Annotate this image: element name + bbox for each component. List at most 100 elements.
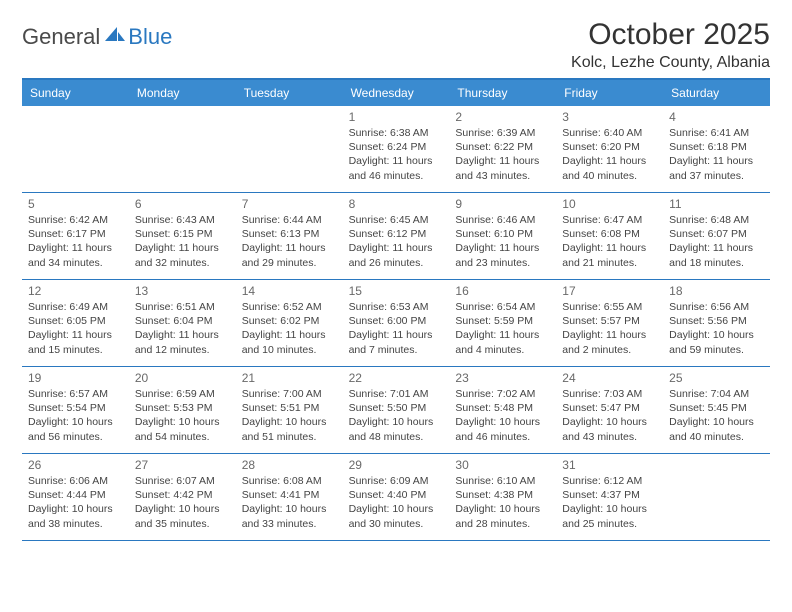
day-detail-line: Sunrise: 6:45 AM (349, 213, 444, 227)
day-detail-line: and 51 minutes. (242, 430, 337, 444)
day-detail-line: Daylight: 11 hours (562, 328, 657, 342)
day-cell: 7Sunrise: 6:44 AMSunset: 6:13 PMDaylight… (236, 193, 343, 279)
day-detail-line: and 21 minutes. (562, 256, 657, 270)
week-row: 26Sunrise: 6:06 AMSunset: 4:44 PMDayligh… (22, 454, 770, 541)
empty-day-cell (129, 106, 236, 192)
day-number: 12 (28, 284, 123, 298)
weekday-header-row: Sunday Monday Tuesday Wednesday Thursday… (22, 80, 770, 106)
day-cell: 21Sunrise: 7:00 AMSunset: 5:51 PMDayligh… (236, 367, 343, 453)
day-detail-line: Sunrise: 6:12 AM (562, 474, 657, 488)
day-number: 4 (669, 110, 764, 124)
day-number: 7 (242, 197, 337, 211)
day-detail-line: Sunrise: 6:52 AM (242, 300, 337, 314)
day-detail-line: and 10 minutes. (242, 343, 337, 357)
day-detail-line: and 37 minutes. (669, 169, 764, 183)
week-row: 12Sunrise: 6:49 AMSunset: 6:05 PMDayligh… (22, 280, 770, 367)
day-detail-line: Sunrise: 6:56 AM (669, 300, 764, 314)
day-detail-line: and 38 minutes. (28, 517, 123, 531)
empty-day-cell (663, 454, 770, 540)
weekday-header: Saturday (663, 80, 770, 106)
day-detail-line: and 43 minutes. (562, 430, 657, 444)
day-detail-line: and 4 minutes. (455, 343, 550, 357)
day-cell: 13Sunrise: 6:51 AMSunset: 6:04 PMDayligh… (129, 280, 236, 366)
day-detail-line: Sunrise: 7:01 AM (349, 387, 444, 401)
day-detail-line: Daylight: 10 hours (349, 502, 444, 516)
day-number: 8 (349, 197, 444, 211)
day-detail-line: Sunset: 5:54 PM (28, 401, 123, 415)
day-detail-line: Daylight: 10 hours (669, 415, 764, 429)
day-detail-line: and 23 minutes. (455, 256, 550, 270)
day-detail-line: and 46 minutes. (455, 430, 550, 444)
day-detail-line: and 30 minutes. (349, 517, 444, 531)
day-detail-line: Sunset: 6:18 PM (669, 140, 764, 154)
day-detail-line: Daylight: 11 hours (135, 328, 230, 342)
day-detail-line: and 32 minutes. (135, 256, 230, 270)
day-detail-line: Sunrise: 6:10 AM (455, 474, 550, 488)
day-detail-line: Daylight: 10 hours (455, 502, 550, 516)
day-detail-line: Sunset: 6:15 PM (135, 227, 230, 241)
day-cell: 31Sunrise: 6:12 AMSunset: 4:37 PMDayligh… (556, 454, 663, 540)
day-detail-line: and 2 minutes. (562, 343, 657, 357)
day-detail-line: Sunset: 5:47 PM (562, 401, 657, 415)
day-cell: 2Sunrise: 6:39 AMSunset: 6:22 PMDaylight… (449, 106, 556, 192)
day-cell: 6Sunrise: 6:43 AMSunset: 6:15 PMDaylight… (129, 193, 236, 279)
day-detail-line: Daylight: 11 hours (349, 328, 444, 342)
day-detail-line: Daylight: 10 hours (28, 502, 123, 516)
day-detail-line: Sunset: 6:07 PM (669, 227, 764, 241)
day-detail-line: Sunrise: 6:39 AM (455, 126, 550, 140)
day-detail-line: and 40 minutes. (562, 169, 657, 183)
day-detail-line: Sunset: 4:40 PM (349, 488, 444, 502)
weekday-header: Wednesday (343, 80, 450, 106)
day-detail-line: Daylight: 11 hours (455, 154, 550, 168)
day-detail-line: and 29 minutes. (242, 256, 337, 270)
day-detail-line: Sunrise: 6:44 AM (242, 213, 337, 227)
day-number: 18 (669, 284, 764, 298)
header: General Blue October 2025 Kolc, Lezhe Co… (22, 18, 770, 72)
day-detail-line: Daylight: 10 hours (562, 502, 657, 516)
week-row: 19Sunrise: 6:57 AMSunset: 5:54 PMDayligh… (22, 367, 770, 454)
day-cell: 12Sunrise: 6:49 AMSunset: 6:05 PMDayligh… (22, 280, 129, 366)
day-detail-line: Daylight: 11 hours (455, 328, 550, 342)
day-number: 11 (669, 197, 764, 211)
day-cell: 30Sunrise: 6:10 AMSunset: 4:38 PMDayligh… (449, 454, 556, 540)
day-detail-line: Sunset: 4:44 PM (28, 488, 123, 502)
day-detail-line: Sunset: 5:53 PM (135, 401, 230, 415)
day-detail-line: Sunrise: 6:42 AM (28, 213, 123, 227)
week-row: 1Sunrise: 6:38 AMSunset: 6:24 PMDaylight… (22, 106, 770, 193)
day-number: 9 (455, 197, 550, 211)
day-detail-line: Sunrise: 6:46 AM (455, 213, 550, 227)
day-cell: 17Sunrise: 6:55 AMSunset: 5:57 PMDayligh… (556, 280, 663, 366)
day-cell: 18 Sunrise: 6:56 AMSunset: 5:56 PMDayligh… (663, 280, 770, 366)
day-detail-line: Sunset: 6:08 PM (562, 227, 657, 241)
day-detail-line: and 12 minutes. (135, 343, 230, 357)
day-detail-line: Daylight: 11 hours (28, 241, 123, 255)
day-detail-line: Daylight: 11 hours (669, 241, 764, 255)
day-detail-line: Sunset: 4:42 PM (135, 488, 230, 502)
day-detail-line: Sunrise: 6:57 AM (28, 387, 123, 401)
day-detail-line: Sunset: 6:13 PM (242, 227, 337, 241)
day-number: 26 (28, 458, 123, 472)
day-cell: 11Sunrise: 6:48 AMSunset: 6:07 PMDayligh… (663, 193, 770, 279)
day-detail-line: Sunset: 5:56 PM (669, 314, 764, 328)
day-detail-line: Sunset: 4:37 PM (562, 488, 657, 502)
day-detail-line: and 56 minutes. (28, 430, 123, 444)
day-cell: 8Sunrise: 6:45 AMSunset: 6:12 PMDaylight… (343, 193, 450, 279)
day-detail-line: and 26 minutes. (349, 256, 444, 270)
day-detail-line: Daylight: 11 hours (349, 154, 444, 168)
day-number: 16 (455, 284, 550, 298)
day-detail-line: and 48 minutes. (349, 430, 444, 444)
day-detail-line: Sunrise: 6:55 AM (562, 300, 657, 314)
day-detail-line: Sunset: 6:05 PM (28, 314, 123, 328)
day-detail-line: Sunset: 5:50 PM (349, 401, 444, 415)
day-number: 25 (669, 371, 764, 385)
day-detail-line: Sunset: 6:22 PM (455, 140, 550, 154)
day-cell: 19Sunrise: 6:57 AMSunset: 5:54 PMDayligh… (22, 367, 129, 453)
day-detail-line: Sunrise: 6:54 AM (455, 300, 550, 314)
day-detail-line: Sunset: 5:51 PM (242, 401, 337, 415)
empty-day-cell (236, 106, 343, 192)
day-number: 17 (562, 284, 657, 298)
day-number: 3 (562, 110, 657, 124)
day-detail-line: and 7 minutes. (349, 343, 444, 357)
day-detail-line: Daylight: 10 hours (349, 415, 444, 429)
day-detail-line: Daylight: 10 hours (669, 328, 764, 342)
